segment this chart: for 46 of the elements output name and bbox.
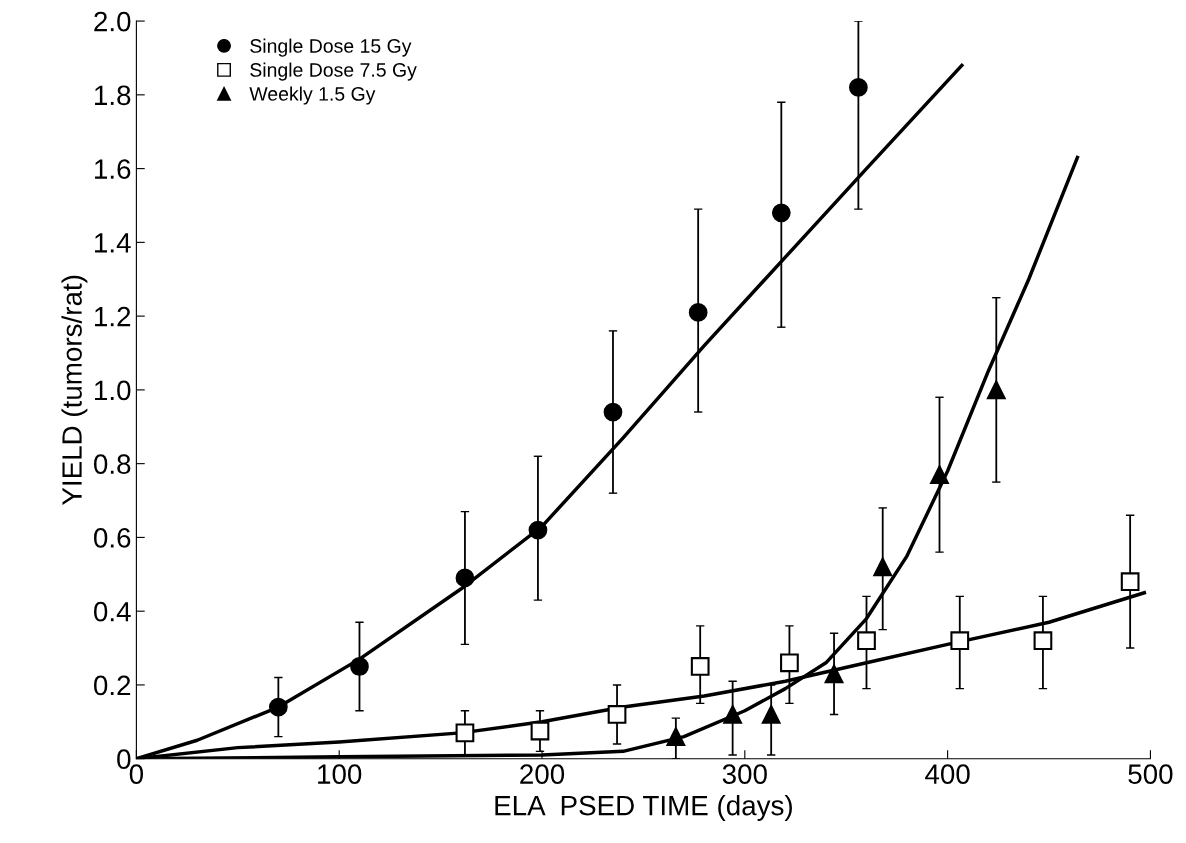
x-tick-label: 100	[318, 764, 362, 784]
point	[1033, 631, 1053, 651]
y-tick-label: 1.2	[95, 306, 131, 327]
point	[780, 653, 799, 673]
point	[930, 465, 949, 485]
point	[688, 303, 708, 322]
point	[528, 520, 548, 540]
point	[530, 721, 550, 741]
y-axis-title: YIELD (tumors/rat)	[61, 275, 88, 506]
point	[761, 705, 781, 724]
x-tick-label: 400	[925, 764, 970, 784]
y-tick-label: 1.0	[95, 380, 131, 401]
point	[873, 557, 893, 577]
x-axis-title: ELA PSED TIME (days)	[495, 795, 792, 821]
point	[986, 380, 1006, 400]
point	[607, 705, 627, 724]
y-tick-label: 0.4	[94, 601, 131, 622]
y-tick-label: 0	[117, 749, 131, 770]
point	[1120, 572, 1140, 592]
point	[690, 657, 710, 676]
y-tick-label: 1.6	[95, 159, 131, 179]
y-tick-label: 1.4	[95, 233, 131, 253]
point	[455, 568, 475, 588]
x-tick-label: 0	[129, 764, 144, 784]
y-tick-label: 0.2	[94, 675, 131, 696]
point	[857, 631, 876, 651]
y-tick-label: 2.0	[94, 11, 131, 32]
y-tick-label: 1.8	[95, 85, 131, 106]
point	[771, 203, 791, 223]
legend-label: Single Dose 15 Gy	[250, 38, 412, 57]
legend-label: Weekly 1.5 Gy	[249, 86, 376, 105]
point	[350, 657, 369, 676]
point	[950, 631, 970, 651]
point	[666, 727, 686, 746]
x-tick-label: 300	[722, 764, 767, 784]
point	[849, 78, 868, 97]
x-tick-label: 500	[1128, 764, 1173, 784]
x-tick-label: 200	[520, 764, 565, 784]
y-tick-label: 0.8	[94, 454, 131, 474]
legend-label: Single Dose 7.5 Gy	[250, 62, 417, 81]
point	[603, 402, 623, 422]
point	[723, 705, 743, 724]
y-tick-label: 0.6	[94, 528, 131, 548]
point	[824, 664, 844, 684]
point	[455, 723, 475, 743]
point	[268, 697, 288, 717]
